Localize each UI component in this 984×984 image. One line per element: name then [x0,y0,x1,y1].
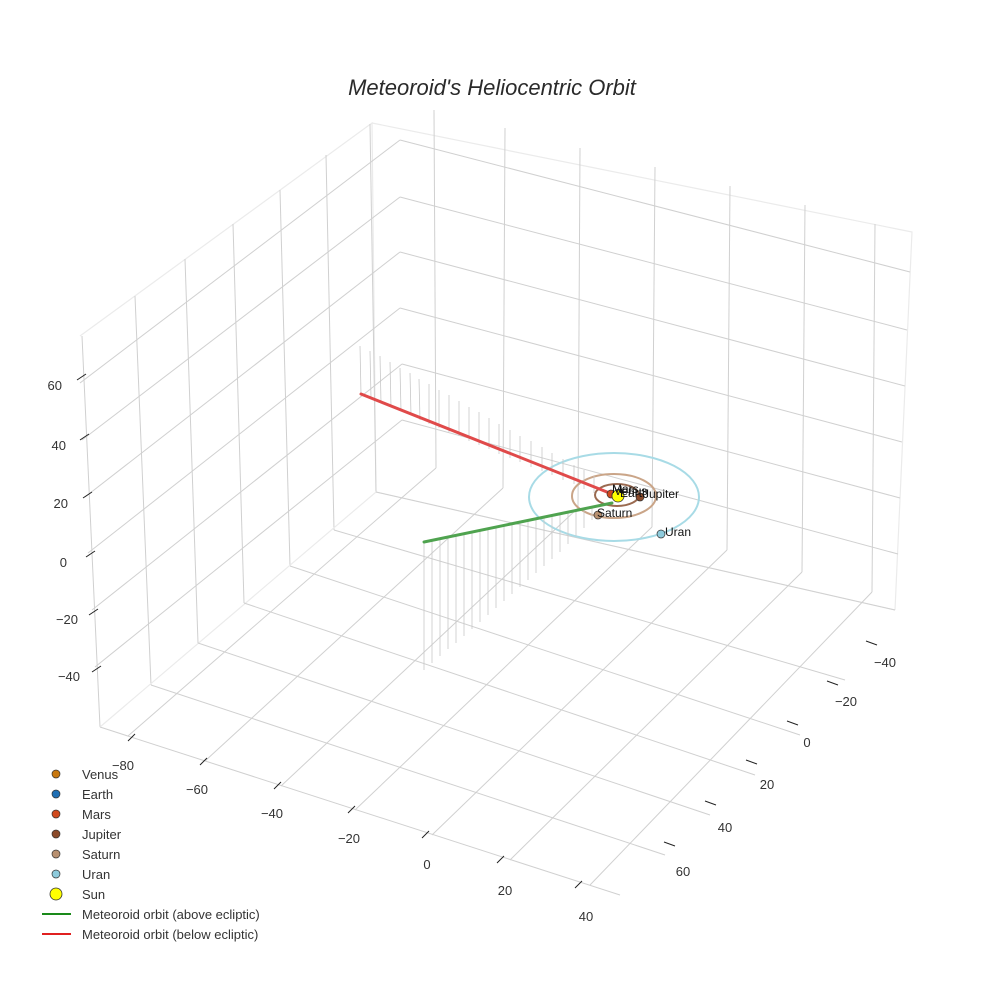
z-tick-label: −40 [58,669,80,684]
meteoroid-orbit-above-line [422,501,614,544]
jupiter-marker [635,492,645,502]
x-tick-label: −20 [338,831,360,846]
y-tick-label: −40 [874,655,896,670]
y-tick-label: 60 [676,864,690,879]
svg-text:Uran: Uran [82,867,110,882]
uran-marker [656,529,666,539]
z-tick-label: −20 [56,612,78,627]
saturn-orbit [571,473,657,519]
uran-orbit [528,452,700,542]
svg-text:Meteoroid orbit (above eclipti: Meteoroid orbit (above ecliptic) [82,907,260,922]
y-axis-ticks: −40 −20 0 20 40 60 [663,640,896,879]
meteoroid-orbit-below-line [359,392,614,496]
z-tick-label: 20 [54,496,68,511]
earth-label: Earth [620,486,649,500]
jupiter-legend-marker [51,829,61,839]
z-tick-label: 0 [60,555,67,570]
legend-item-venus: Venus [51,767,119,782]
legend-item-uran: Uran [51,867,110,882]
above-ecliptic-stems [423,506,593,670]
planet-orbits [528,452,700,542]
back-right-pane-grid [371,109,913,611]
svg-text:Sun: Sun [82,887,105,902]
legend-item-sun: Sun [49,887,105,902]
legend-item-saturn: Saturn [51,847,120,862]
floor-pane-grid [99,467,896,896]
x-tick-label: −40 [261,806,283,821]
venus-legend-marker [51,769,61,779]
legend-item-below-ecliptic: Meteoroid orbit (below ecliptic) [42,927,258,942]
y-tick-label: −20 [835,694,857,709]
svg-text:Saturn: Saturn [82,847,120,862]
svg-text:Venus: Venus [82,767,119,782]
chart-title: Meteoroid's Heliocentric Orbit [348,75,637,100]
svg-text:Meteoroid orbit (below eclipti: Meteoroid orbit (below ecliptic) [82,927,258,942]
svg-text:Mars: Mars [82,807,111,822]
saturn-marker [593,510,603,520]
x-tick-label: 40 [579,909,593,924]
saturn-legend-marker [51,849,61,859]
uran-legend-marker [51,869,61,879]
x-tick-label: 20 [498,883,512,898]
mars-legend-marker [51,809,61,819]
legend-item-above-ecliptic: Meteoroid orbit (above ecliptic) [42,907,260,922]
y-tick-label: 20 [760,777,774,792]
back-left-pane-grid [79,121,403,728]
sun-legend-marker [49,887,63,901]
z-tick-label: 60 [48,378,62,393]
jupiter-label: Jupiter [643,487,679,501]
legend-item-mars: Mars [51,807,111,822]
saturn-label: Saturn [597,506,632,520]
x-tick-label: −60 [186,782,208,797]
z-tick-label: 40 [52,438,66,453]
planet-markers [593,488,666,539]
x-axis-ticks: −80 −60 −40 −20 0 20 40 [112,733,593,924]
sun-marker [611,489,625,503]
venus-label: Venus [614,484,647,498]
y-tick-label: 40 [718,820,732,835]
legend: Venus Earth Mars Jupiter Saturn Uran Sun [42,767,260,942]
legend-item-earth: Earth [51,787,113,802]
z-axis-ticks: 60 40 20 0 −20 −40 [48,373,102,684]
y-tick-label: 0 [803,735,810,750]
mars-label: Mars [612,482,639,496]
legend-item-jupiter: Jupiter [51,827,122,842]
x-tick-label: −80 [112,758,134,773]
svg-text:Earth: Earth [82,787,113,802]
below-ecliptic-stems [359,345,595,493]
earth-legend-marker [51,789,61,799]
svg-text:Jupiter: Jupiter [82,827,122,842]
planet-labels: Mars Venus Earth Jupiter Saturn Uran [597,482,691,539]
x-tick-label: 0 [423,857,430,872]
uran-label: Uran [665,525,691,539]
